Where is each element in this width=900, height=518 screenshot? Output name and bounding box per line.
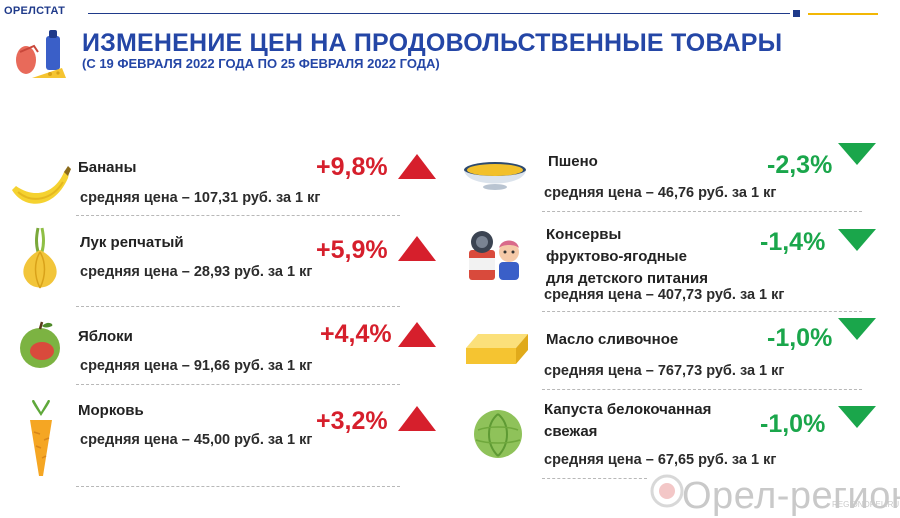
- apple-icon: [20, 321, 60, 368]
- item-name-apples: Яблоки: [78, 328, 133, 345]
- item-name-butter: Масло сливочное: [546, 331, 679, 348]
- decrease-arrow-icon: [838, 143, 876, 165]
- item-name-cabbage: Капуста белокочанная свежая: [544, 399, 711, 443]
- page-title: ИЗМЕНЕНИЕ ЦЕН НА ПРОДОВОЛЬСТВЕННЫЕ ТОВАР…: [82, 29, 783, 57]
- item-name-carrot: Морковь: [78, 402, 144, 419]
- item-price-bananas: средняя цена – 107,31 руб. за 1 кг: [80, 190, 321, 206]
- dashed-divider: [542, 478, 647, 479]
- item-name-baby-food: Консервы фруктово-ягодные для детского п…: [546, 224, 708, 290]
- groceries-icon: [16, 30, 66, 78]
- change-value-butter: -1,0%: [767, 324, 833, 352]
- item-name-line: для детского питания: [546, 270, 708, 287]
- header-divider-square: [793, 10, 800, 17]
- increase-arrow-icon: [398, 406, 436, 431]
- carrot-icon: [30, 400, 52, 476]
- item-price-baby-food: средняя цена – 407,73 руб. за 1 кг: [544, 287, 785, 303]
- increase-arrow-icon: [398, 154, 436, 179]
- change-value-carrot: +3,2%: [316, 407, 388, 435]
- dashed-divider: [76, 384, 400, 385]
- cabbage-icon: [474, 410, 522, 458]
- decrease-arrow-icon: [838, 229, 876, 251]
- item-price-millet: средняя цена – 46,76 руб. за 1 кг: [544, 185, 777, 201]
- banana-icon: [12, 166, 71, 204]
- decrease-arrow-icon: [838, 318, 876, 340]
- item-price-cabbage: средняя цена – 67,65 руб. за 1 кг: [544, 452, 777, 468]
- item-name-onion: Лук репчатый: [80, 234, 184, 251]
- change-value-apples: +4,4%: [320, 320, 392, 348]
- dashed-divider: [542, 311, 862, 312]
- dashed-divider: [76, 486, 400, 487]
- increase-arrow-icon: [398, 236, 436, 261]
- item-name-line: Капуста белокочанная: [544, 401, 712, 418]
- item-name-line: фруктово-ягодные: [546, 248, 687, 265]
- item-price-carrot: средняя цена – 45,00 руб. за 1 кг: [80, 432, 313, 448]
- watermark-text: Орел-регион: [682, 475, 900, 517]
- item-price-apples: средняя цена – 91,66 руб. за 1 кг: [80, 358, 313, 374]
- item-name-line: свежая: [544, 423, 598, 440]
- butter-icon: [466, 334, 528, 364]
- dashed-divider: [542, 211, 862, 212]
- change-value-baby-food: -1,4%: [760, 228, 826, 256]
- baby-food-can-icon: [469, 231, 519, 280]
- page-subtitle: (С 19 ФЕВРАЛЯ 2022 ГОДА ПО 25 ФЕВРАЛЯ 20…: [82, 56, 440, 71]
- onion-icon: [23, 227, 57, 289]
- header-divider: [88, 13, 790, 14]
- item-name-line: Консервы: [546, 226, 622, 243]
- change-value-millet: -2,3%: [767, 151, 833, 179]
- dashed-divider: [76, 306, 400, 307]
- change-value-onion: +5,9%: [316, 236, 388, 264]
- change-value-bananas: +9,8%: [316, 153, 388, 181]
- increase-arrow-icon: [398, 322, 436, 347]
- item-price-butter: средняя цена – 767,73 руб. за 1 кг: [544, 363, 785, 379]
- change-value-cabbage: -1,0%: [760, 410, 826, 438]
- header-accent-line: [808, 13, 878, 15]
- watermark-logo-icon: [650, 474, 684, 508]
- dashed-divider: [76, 215, 400, 216]
- watermark-url: REGIONOREL.RU: [832, 500, 900, 509]
- item-name-bananas: Бананы: [78, 159, 137, 176]
- decrease-arrow-icon: [838, 406, 876, 428]
- item-name-millet: Пшено: [548, 153, 598, 170]
- dashed-divider: [542, 389, 862, 390]
- item-price-onion: средняя цена – 28,93 руб. за 1 кг: [80, 264, 313, 280]
- brand-label: ОРЕЛСТАТ: [4, 5, 66, 17]
- millet-bowl-icon: [464, 162, 526, 190]
